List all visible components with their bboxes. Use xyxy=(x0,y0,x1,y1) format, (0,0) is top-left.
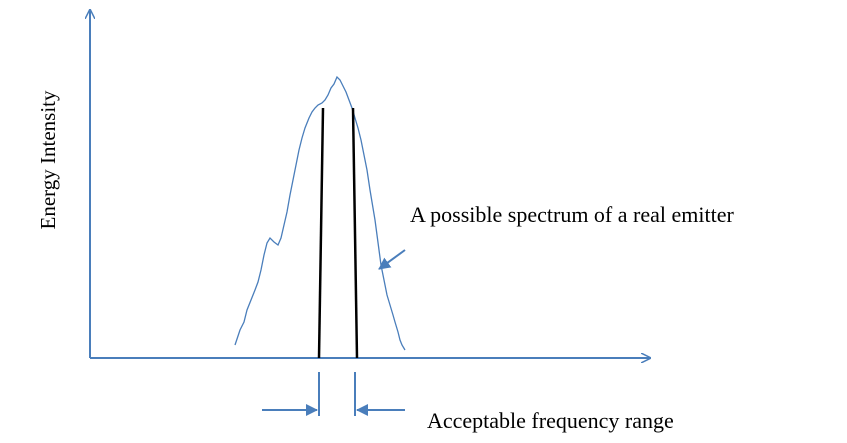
axes xyxy=(90,10,650,358)
range-line xyxy=(351,107,359,359)
range-label: Acceptable frequency range xyxy=(427,408,674,433)
range-lines xyxy=(317,107,359,359)
spectrum-label: A possible spectrum of a real emitter xyxy=(410,202,734,227)
axis-label: Energy Intensity xyxy=(36,90,60,230)
spectrum-arrow xyxy=(378,249,406,270)
range-markers xyxy=(262,249,406,416)
range-line xyxy=(317,107,325,359)
